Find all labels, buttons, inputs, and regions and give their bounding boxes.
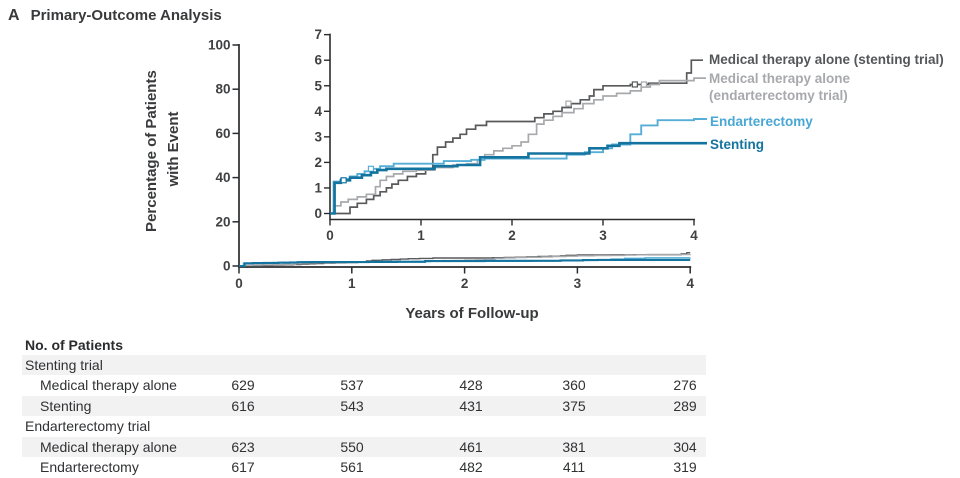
inset-x-tick-label: 4: [690, 228, 698, 243]
table-row: Medical therapy alone 629 537 428 360 276: [0, 375, 960, 395]
main-x-tick-label: 1: [348, 276, 356, 291]
row-label: Stenting: [40, 397, 92, 414]
panel-letter: A: [8, 7, 20, 24]
main-y-tick-label: 100: [208, 38, 231, 53]
x-axis-title: Years of Follow-up: [405, 305, 538, 322]
censor-mark-endarterectomy: [367, 165, 375, 172]
row-label: Endarterectomy trial: [25, 418, 151, 435]
page-title: Primary-Outcome Analysis: [30, 7, 222, 24]
main-y-tick-label: 80: [215, 82, 230, 97]
table-rows: Stenting trial Medical therapy alone 629 53…: [0, 355, 960, 477]
patient-count: 537: [340, 377, 364, 394]
patient-count: 561: [340, 458, 364, 475]
censor-mark-stenting: [340, 177, 347, 184]
inset-curve-endarterectomy: [330, 118, 707, 215]
main-y-tick-label: 20: [215, 214, 230, 229]
inset-x-tick-label: 0: [326, 228, 334, 243]
patient-count: 543: [340, 397, 364, 414]
main-x-tick-label: 2: [461, 276, 469, 291]
patient-count: 629: [231, 377, 255, 394]
main-y-tick-label: 0: [223, 259, 231, 274]
patient-count: 431: [459, 397, 483, 414]
inset-curve-medical-therapy-alone-endarterectomy-trial: [330, 77, 706, 215]
patient-count: 428: [459, 377, 483, 394]
inset-y-tick-label: 5: [314, 78, 322, 93]
inset-curve-medical-therapy-alone-stenting-trial: [330, 59, 703, 215]
table-row: Medical therapy alone 623 550 461 381 304: [0, 436, 960, 458]
inset-y-tick-label: 0: [314, 206, 322, 221]
patient-count: 381: [562, 438, 586, 455]
curves-layer: [239, 59, 707, 268]
main-curve-stenting: [239, 258, 691, 268]
legend-medical-therapy-stenting-trial: Medical therapy alone (stenting trial): [709, 52, 944, 67]
inset-x-tick-label: 3: [599, 228, 607, 243]
main-x-tick-label: 3: [574, 276, 582, 291]
patient-count: 482: [459, 458, 483, 475]
patient-count: 623: [231, 438, 255, 455]
patient-count: 289: [673, 397, 697, 414]
patient-count: 411: [562, 458, 586, 475]
inset-y-tick-label: 2: [314, 155, 322, 170]
censor-mark-medical-therapy-alone-stenting-trial: [631, 81, 638, 88]
inset-x-tick-label: 2: [508, 228, 516, 243]
inset-x-tick-label: 1: [417, 228, 425, 243]
table-row: Stenting trial: [0, 355, 960, 376]
inset-y-tick-label: 1: [314, 180, 322, 195]
main-curve-medical-therapy-alone-stenting-trial: [239, 252, 691, 267]
patient-count: 550: [340, 438, 364, 455]
inset-y-tick-label: 6: [314, 53, 322, 68]
inset-curve-stenting: [330, 141, 707, 215]
inset-y-tick-label: 3: [314, 129, 322, 144]
legend-endarterectomy: Endarterectomy: [710, 114, 813, 129]
main-axes-line: [238, 44, 692, 268]
censor-mark-medical-therapy-alone-endarterectomy-trial: [640, 81, 648, 88]
inset-y-tick-label: 4: [314, 104, 322, 119]
main-y-tick-label: 60: [215, 126, 230, 141]
legend-medical-therapy-endarterectomy-trial: Medical therapy alone (endarterectomy tr…: [709, 71, 851, 103]
row-label: Medical therapy alone: [40, 377, 177, 394]
row-label: Medical therapy alone: [40, 438, 177, 455]
inset-y-tick-label: 7: [314, 27, 322, 42]
legend-stenting: Stenting: [710, 137, 764, 152]
patient-count: 616: [231, 397, 255, 414]
patient-count: 319: [673, 458, 697, 475]
main-y-tick-label: 40: [215, 170, 230, 185]
patient-count: 276: [673, 377, 697, 394]
censor-mark-medical-therapy-alone-endarterectomy-trial: [565, 100, 572, 107]
table-row: Endarterectomy 617 561 482 411 319: [0, 457, 960, 477]
table-row: Stenting 616 543 431 375 289: [0, 395, 960, 417]
patient-count: 461: [459, 438, 483, 455]
patient-count: 617: [231, 458, 255, 475]
main-x-tick-label: 0: [235, 276, 243, 291]
patient-count: 304: [673, 438, 697, 455]
figure-title: A Primary-Outcome Analysis: [8, 7, 222, 25]
y-axis-title: Percentage of Patients with Event: [143, 66, 182, 232]
main-x-tick-label: 4: [686, 276, 694, 291]
table-row: Endarterectomy trial: [0, 416, 960, 436]
row-label: Endarterectomy: [40, 458, 139, 475]
patient-count: 375: [562, 397, 586, 414]
table-header: No. of Patients: [25, 337, 124, 353]
patient-count: 360: [562, 377, 586, 394]
row-label: Stenting trial: [25, 357, 103, 373]
